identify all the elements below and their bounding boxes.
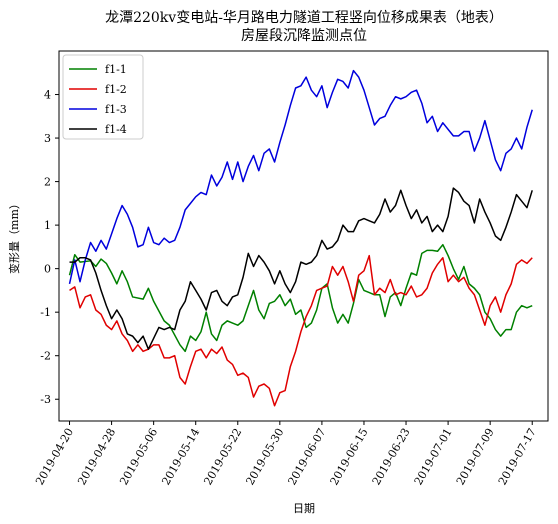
chart-title-line-2: 房屋段沉降监测点位 <box>241 28 367 44</box>
y-tick-label: 0 <box>44 263 51 276</box>
series-line-f1-2 <box>69 254 533 407</box>
series-layer <box>68 69 533 407</box>
legend-label-f1-1: f1-1 <box>105 63 127 76</box>
series-line-f1-1 <box>68 243 533 353</box>
chart-title-line-1: 龙潭220kv变电站-华月路电力隧道工程竖向位移成果表（地表） <box>105 9 503 26</box>
series-line-f1-3 <box>68 69 533 285</box>
x-axis-label: 日期 <box>293 502 315 515</box>
legend-label-f1-3: f1-3 <box>105 103 127 116</box>
series-line-f1-4 <box>69 187 533 350</box>
y-tick-label: -2 <box>40 350 51 363</box>
y-axis: -3 -2 -1 0 1 2 3 4 <box>40 89 59 406</box>
legend-box <box>62 54 144 140</box>
y-tick-label: 2 <box>44 176 51 189</box>
legend-label-f1-2: f1-2 <box>105 83 127 96</box>
legend: f1-1 f1-2 f1-3 f1-4 <box>62 54 144 140</box>
y-axis-label: 变形量（mm） <box>7 198 21 274</box>
y-tick-label: 3 <box>44 132 51 145</box>
legend-label-f1-4: f1-4 <box>105 123 127 136</box>
y-tick-label: -1 <box>40 306 51 319</box>
plot-frame <box>58 50 549 422</box>
y-tick-label: 4 <box>44 89 51 102</box>
y-tick-label: 1 <box>44 219 51 232</box>
y-tick-label: -3 <box>40 393 51 406</box>
